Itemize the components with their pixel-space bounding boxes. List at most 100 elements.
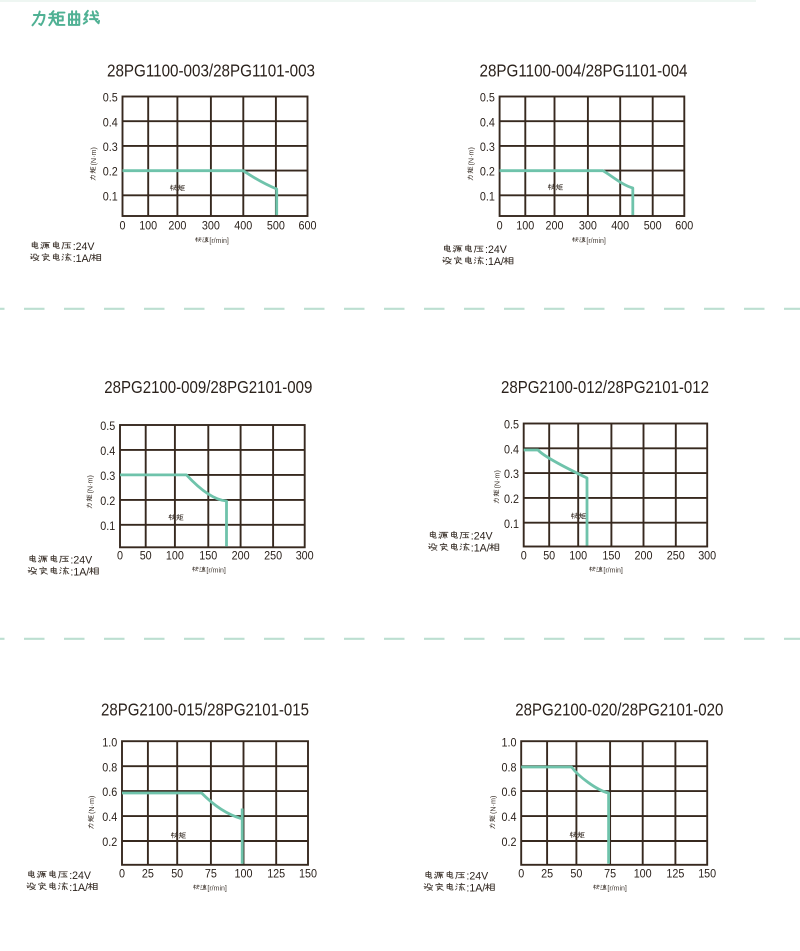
svg-text:28PG2100-012/28PG2101-012: 28PG2100-012/28PG2101-012	[501, 377, 709, 397]
svg-text::24V: :24V	[69, 870, 92, 882]
svg-text:0.3: 0.3	[480, 140, 495, 154]
svg-text::24V: :24V	[70, 554, 93, 566]
svg-text:200: 200	[168, 219, 186, 233]
svg-text:0: 0	[117, 549, 123, 563]
svg-text:[r/min]: [r/min]	[206, 568, 226, 575]
svg-text:28PG2100-015/28PG2101-015: 28PG2100-015/28PG2101-015	[101, 700, 309, 720]
svg-text:0.4: 0.4	[504, 442, 519, 456]
svg-text:(N·m): (N·m)	[492, 470, 501, 488]
svg-text::24V: :24V	[466, 871, 489, 883]
svg-text:250: 250	[667, 549, 685, 563]
svg-text::24V: :24V	[471, 531, 494, 543]
svg-text:1.0: 1.0	[102, 735, 117, 749]
svg-text:0.6: 0.6	[502, 785, 517, 799]
svg-text::1A/: :1A/	[485, 256, 504, 268]
svg-text:200: 200	[232, 549, 250, 563]
svg-text:0.5: 0.5	[103, 91, 118, 105]
svg-text:0.4: 0.4	[480, 115, 495, 129]
svg-text:0.1: 0.1	[504, 517, 519, 531]
svg-text:300: 300	[202, 219, 220, 233]
svg-text:[r/min]: [r/min]	[603, 568, 623, 575]
svg-text:0.4: 0.4	[102, 810, 117, 824]
svg-text:[r/min]: [r/min]	[207, 886, 227, 893]
svg-text::1A/: :1A/	[471, 543, 490, 555]
svg-text:[r/min]: [r/min]	[607, 886, 627, 893]
svg-text:0.8: 0.8	[102, 760, 117, 774]
svg-text:0.2: 0.2	[504, 492, 519, 506]
svg-text:0.2: 0.2	[502, 835, 517, 849]
svg-text:50: 50	[570, 867, 582, 881]
svg-text::1A/: :1A/	[69, 882, 88, 894]
svg-text:0.1: 0.1	[100, 519, 115, 533]
svg-text:0: 0	[119, 867, 125, 881]
svg-text:0.1: 0.1	[480, 189, 495, 203]
svg-text:0.3: 0.3	[504, 467, 519, 481]
svg-text:200: 200	[546, 219, 564, 233]
svg-text:[r/min]: [r/min]	[209, 238, 229, 245]
svg-text:400: 400	[611, 219, 629, 233]
svg-text:0: 0	[497, 219, 503, 233]
svg-text::1A/: :1A/	[466, 883, 485, 895]
svg-text:0.1: 0.1	[103, 189, 118, 203]
svg-text:0.8: 0.8	[502, 760, 517, 774]
svg-text:600: 600	[299, 219, 317, 233]
svg-text:150: 150	[299, 867, 317, 881]
svg-text:400: 400	[234, 219, 252, 233]
svg-text::1A/: :1A/	[70, 566, 89, 578]
svg-text:(N·m): (N·m)	[488, 796, 497, 814]
svg-text:0.6: 0.6	[102, 785, 117, 799]
svg-text:0.4: 0.4	[103, 115, 118, 129]
svg-text::24V: :24V	[485, 244, 508, 256]
svg-text:0.5: 0.5	[100, 419, 115, 433]
svg-text:100: 100	[634, 867, 652, 881]
svg-text:(N·m): (N·m)	[85, 475, 94, 493]
svg-text:0.2: 0.2	[480, 165, 495, 179]
svg-text:0.4: 0.4	[100, 444, 115, 458]
svg-text:150: 150	[698, 867, 716, 881]
svg-text:300: 300	[579, 219, 597, 233]
svg-text:300: 300	[698, 549, 716, 563]
svg-text:100: 100	[235, 867, 253, 881]
svg-text:[r/min]: [r/min]	[586, 238, 606, 245]
svg-text::1A/: :1A/	[73, 253, 92, 265]
svg-text:100: 100	[166, 549, 184, 563]
svg-text:28PG2100-020/28PG2101-020: 28PG2100-020/28PG2101-020	[515, 700, 723, 720]
svg-text:0.2: 0.2	[100, 494, 115, 508]
svg-text:0.5: 0.5	[480, 91, 495, 105]
svg-text:50: 50	[171, 867, 183, 881]
svg-text:150: 150	[602, 549, 620, 563]
svg-text:1.0: 1.0	[502, 735, 517, 749]
svg-text:28PG1100-004/28PG1101-004: 28PG1100-004/28PG1101-004	[480, 61, 688, 81]
svg-text:(N·m): (N·m)	[466, 147, 475, 165]
svg-text:500: 500	[644, 219, 662, 233]
svg-text:(N·m): (N·m)	[89, 147, 98, 165]
svg-text:75: 75	[604, 867, 616, 881]
svg-text:75: 75	[205, 867, 217, 881]
svg-text:50: 50	[140, 549, 152, 563]
svg-text::24V: :24V	[73, 241, 96, 253]
svg-text:0.4: 0.4	[502, 810, 517, 824]
svg-text:100: 100	[569, 549, 587, 563]
svg-text:0: 0	[518, 867, 524, 881]
svg-text:250: 250	[264, 549, 282, 563]
svg-text:150: 150	[199, 549, 217, 563]
svg-text:300: 300	[296, 549, 314, 563]
svg-text:0: 0	[120, 219, 126, 233]
svg-text:0.5: 0.5	[504, 418, 519, 432]
svg-text:50: 50	[543, 549, 555, 563]
svg-text:100: 100	[139, 219, 157, 233]
svg-text:0.3: 0.3	[100, 469, 115, 483]
svg-text:0: 0	[521, 549, 527, 563]
svg-text:25: 25	[541, 867, 553, 881]
svg-text:0.2: 0.2	[103, 165, 118, 179]
svg-text:125: 125	[267, 867, 285, 881]
svg-text:0.3: 0.3	[103, 140, 118, 154]
svg-text:200: 200	[635, 549, 653, 563]
svg-text:0.2: 0.2	[102, 835, 117, 849]
svg-text:125: 125	[666, 867, 684, 881]
svg-text:600: 600	[675, 219, 693, 233]
svg-text:500: 500	[267, 219, 285, 233]
svg-text:(N·m): (N·m)	[87, 796, 96, 814]
svg-text:28PG2100-009/28PG2101-009: 28PG2100-009/28PG2101-009	[104, 377, 312, 397]
svg-text:100: 100	[516, 219, 534, 233]
